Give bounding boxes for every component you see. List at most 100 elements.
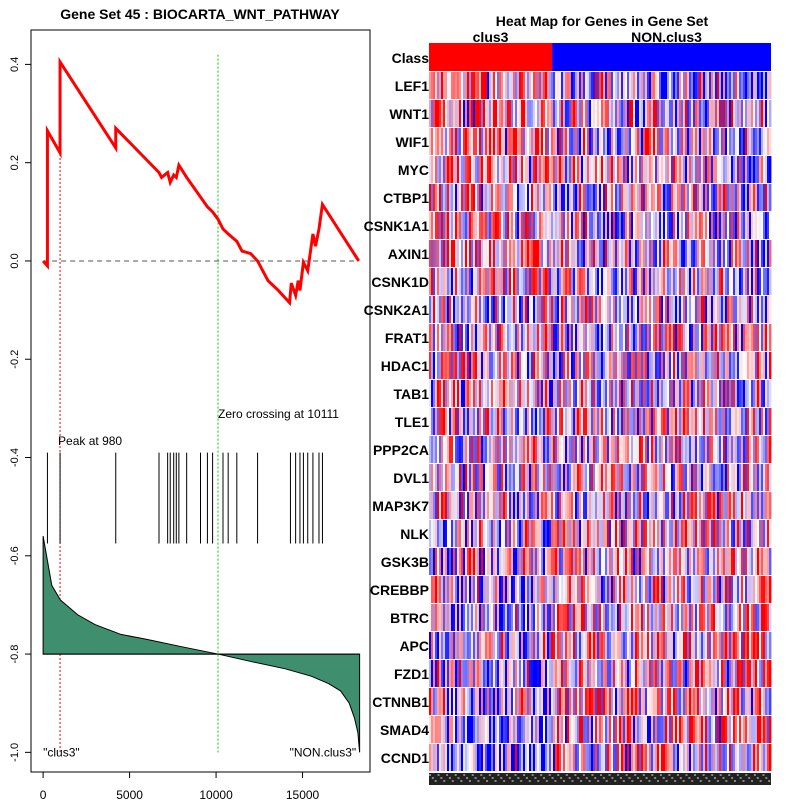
heatmap-cell [623,520,626,547]
heatmap-cell [537,436,540,463]
heatmap-cell [615,716,618,743]
heatmap-cell [497,716,500,743]
heatmap-cell [717,128,720,155]
heatmap-cell [563,548,566,575]
heatmap-cell [667,72,670,99]
heatmap-cell [611,464,614,491]
heatmap-row [429,268,772,295]
heatmap-cell [553,660,556,687]
heatmap-cell [731,352,734,379]
heatmap-cell [729,268,732,295]
heatmap-cell [665,688,668,715]
heatmap-cell [717,212,720,239]
heatmap-cell [709,660,712,687]
heatmap-cell [713,688,716,715]
heatmap-cell [655,408,658,435]
heatmap-cell [767,660,770,687]
heatmap-cell [729,688,732,715]
heatmap-cell [715,184,718,211]
heatmap-cell [529,212,532,239]
heatmap-cell [617,268,620,295]
heatmap-cell [727,128,730,155]
heatmap-cell [555,240,558,267]
heatmap-cell [621,688,624,715]
heatmap-cell [513,352,516,379]
heatmap-cell [519,548,522,575]
heatmap-cell [701,268,704,295]
heatmap-cell [461,72,464,99]
heatmap-cell [511,380,514,407]
heatmap-cell [439,296,442,323]
heatmap-cell [751,100,754,127]
heatmap-cell [745,576,748,603]
heatmap-cell [589,520,592,547]
heatmap-cell [573,464,576,491]
heatmap-cell [603,156,606,183]
heatmap-cell [653,324,656,351]
heatmap-cell [631,268,634,295]
heatmap-cell [663,268,666,295]
heatmap-cell [551,128,554,155]
heatmap-cell [703,100,706,127]
heatmap-cell [655,436,658,463]
heatmap-cell [451,352,454,379]
heatmap-cell [433,520,436,547]
heatmap-cell [441,156,444,183]
heatmap-cell [469,324,472,351]
heatmap-cell [571,380,574,407]
heatmap-cell [685,212,688,239]
heatmap-cell [437,408,440,435]
gene-labels: LEF1WNT1WIF1MYCCTBP1CSNK1A1AXIN1CSNK1DCS… [364,78,430,766]
heatmap-cell [525,296,528,323]
heatmap-cell [489,744,492,771]
heatmap-cell [585,352,588,379]
heatmap-cell [745,464,748,491]
heatmap-cell [651,100,654,127]
heatmap-cell [499,380,502,407]
heatmap-cell [565,464,568,491]
heatmap-cell [589,632,592,659]
heatmap-cell [645,436,648,463]
heatmap-cell [461,548,464,575]
heatmap-cell [669,548,672,575]
heatmap-cell [749,520,752,547]
heatmap-cell [503,492,506,519]
heatmap-cell [515,380,518,407]
heatmap-cell [439,688,442,715]
heatmap-cell [585,604,588,631]
heatmap-cell [623,576,626,603]
heatmap-cell [639,744,642,771]
heatmap-cell [527,688,530,715]
heatmap-cell [759,324,762,351]
heatmap-cell [521,660,524,687]
heatmap-cell [455,716,458,743]
heatmap-cell [723,380,726,407]
heatmap-cell [697,184,700,211]
heatmap-cell [757,548,760,575]
heatmap-cell [757,744,760,771]
heatmap-cell [751,632,754,659]
heatmap-cell [469,688,472,715]
heatmap-cell [691,380,694,407]
heatmap-cell [507,156,510,183]
heatmap-cell [491,352,494,379]
heatmap-cell [631,520,634,547]
heatmap-cell [659,576,662,603]
heatmap-cell [559,324,562,351]
heatmap-cell [673,632,676,659]
heatmap-cell [681,632,684,659]
heatmap-cell [479,156,482,183]
heatmap-cell [437,660,440,687]
heatmap-cell [449,380,452,407]
heatmap-cell [655,352,658,379]
heatmap-cell [593,464,596,491]
heatmap-cell [461,520,464,547]
heatmap-cell [755,212,758,239]
heatmap-cell [565,296,568,323]
heatmap-cell [699,660,702,687]
heatmap-cell [643,296,646,323]
heatmap-cell [639,660,642,687]
heatmap-cell [429,688,432,715]
heatmap-cell [609,72,612,99]
heatmap-cell [635,212,638,239]
